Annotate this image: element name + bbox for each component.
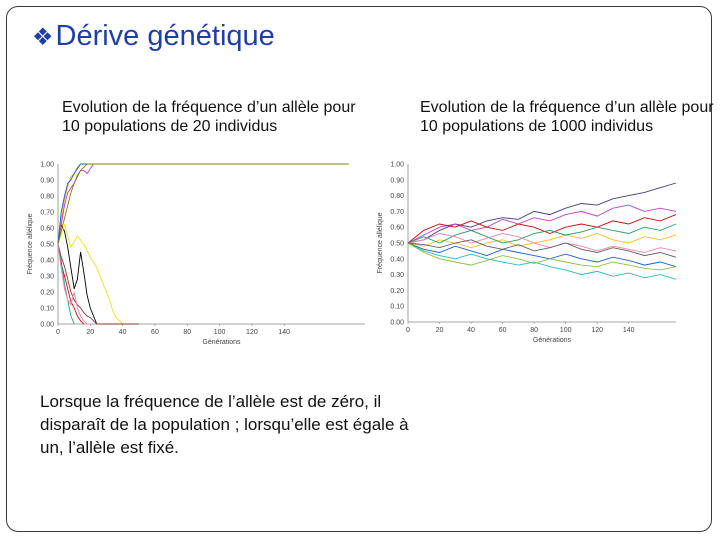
series-line-2: [407, 204, 677, 244]
series-line-8: [407, 242, 677, 271]
x-tick-label: 40: [467, 327, 475, 334]
slide-title: ❖Dérive génétique: [32, 20, 275, 53]
y-tick-label: 1.00: [390, 162, 404, 169]
y-tick-label: 0.90: [390, 177, 404, 184]
chart-small-population: 0.00 0.10 0.20 0.30 0.40 0.50 0.60 0.70 0.80 0.90…: [27, 162, 365, 346]
x-axis-label: Générations: [202, 339, 241, 346]
series-line-7: [57, 243, 75, 325]
y-axis-label: Fréquence allélique: [377, 212, 384, 273]
y-tick-label: 0.20: [40, 290, 54, 297]
chart-title-large-population: Evolution de la fréquence d’un allèle po…: [420, 99, 714, 135]
series-line-5: [57, 223, 123, 325]
x-tick-label: 120: [246, 329, 258, 336]
x-axis-label: Générations: [533, 337, 572, 344]
x-tick-label: 40: [119, 329, 127, 336]
series-line-9: [407, 233, 677, 253]
y-tick-label: 0.20: [390, 288, 404, 295]
y-tick-label: 1.00: [40, 162, 54, 169]
series-line-4: [407, 233, 677, 249]
x-tick-label: 140: [278, 329, 290, 336]
chart-large-population: 0.00 0.10 0.20 0.30 0.40 0.50 0.60 0.70 0.80 0.90…: [377, 162, 677, 344]
y-tick-label: 0.80: [40, 194, 54, 201]
y-tick-label: 0.60: [40, 226, 54, 233]
x-tick-label: 0: [56, 329, 60, 336]
series-line-2: [57, 223, 98, 325]
x-tick-label: 60: [499, 327, 507, 334]
y-tick-label: 0.00: [40, 322, 54, 329]
series-line-10: [407, 239, 677, 258]
x-tick-label: 20: [436, 327, 444, 334]
series-line-3: [407, 214, 677, 244]
x-tick-label: 100: [214, 329, 226, 336]
diamond-bullet-icon: ❖: [32, 24, 54, 51]
chart-title-small-population: Evolution de la fréquence d’un allèle po…: [62, 99, 356, 135]
y-tick-label: 0.70: [390, 209, 404, 216]
y-tick-label: 0.30: [40, 274, 54, 281]
x-tick-label: 80: [183, 329, 191, 336]
x-tick-label: 140: [623, 327, 635, 334]
y-tick-label: 0.50: [40, 242, 54, 249]
x-tick-label: 120: [591, 327, 603, 334]
y-tick-label: 0.60: [390, 225, 404, 232]
x-tick-label: 60: [151, 329, 159, 336]
y-tick-label: 0.00: [390, 320, 404, 327]
series-line-3: [57, 163, 94, 245]
slide-frame: [6, 6, 712, 532]
y-tick-label: 0.40: [390, 256, 404, 263]
series-line-8: [57, 163, 349, 245]
series-line-9: [57, 243, 139, 325]
x-tick-label: 100: [560, 327, 572, 334]
y-tick-label: 0.40: [40, 258, 54, 265]
explanation-text: Lorsque la fréquence de l’allèle est de …: [40, 392, 409, 457]
series-line-7: [407, 242, 677, 280]
series-line-6: [407, 242, 677, 268]
y-axis-label: Fréquence allélique: [27, 213, 34, 274]
y-tick-label: 0.50: [390, 241, 404, 248]
series-line-10: [57, 243, 91, 325]
y-tick-label: 0.80: [390, 193, 404, 200]
y-tick-label: 0.10: [390, 304, 404, 311]
x-tick-label: 0: [406, 327, 410, 334]
series-line-1: [407, 182, 677, 244]
x-tick-label: 80: [530, 327, 538, 334]
y-tick-label: 0.90: [40, 178, 54, 185]
y-tick-label: 0.10: [40, 306, 54, 313]
y-tick-label: 0.30: [390, 272, 404, 279]
x-tick-label: 20: [86, 329, 94, 336]
y-tick-label: 0.70: [40, 210, 54, 217]
slide-title-text: Dérive génétique: [55, 20, 275, 52]
